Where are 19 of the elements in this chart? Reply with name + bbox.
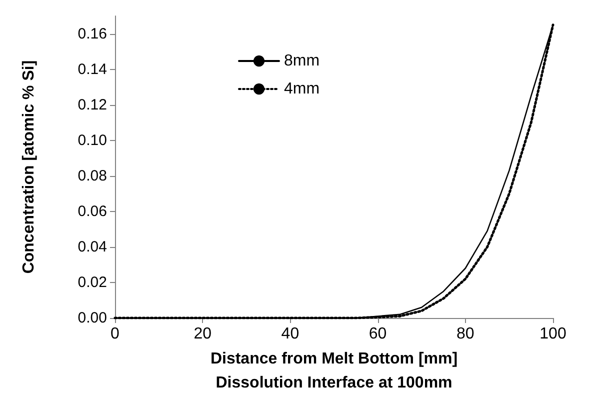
y-tick-label: 0.16 xyxy=(78,25,107,42)
x-tick-label: 0 xyxy=(110,326,120,342)
y-tick-label: 0.06 xyxy=(78,202,107,220)
y-tick-label: 0.10 xyxy=(78,132,107,149)
y-tick-label: 0.08 xyxy=(78,167,107,184)
y-tick-label: 0.14 xyxy=(78,60,107,78)
legend-label: 4mm xyxy=(284,80,320,98)
y-tick-label: 0.12 xyxy=(78,96,107,114)
x-axis-title: Distance from Melt Bottom [mm] Dissolution Interface at 100mm xyxy=(210,350,458,392)
y-tick-label: 0.02 xyxy=(78,274,107,291)
y-axis-title: Concentration [atomic % Si] xyxy=(20,60,38,274)
x-tick-label: 20 xyxy=(194,326,212,342)
x-tick-label: 100 xyxy=(540,326,566,342)
y-tick-label: 0.04 xyxy=(78,238,107,256)
y-tick-label: 0.00 xyxy=(78,310,107,326)
x-tick-label: 40 xyxy=(281,326,300,342)
legend-label: 8mm xyxy=(284,52,320,70)
x-tick-label: 60 xyxy=(368,326,387,342)
x-tick-label: 80 xyxy=(456,326,474,342)
